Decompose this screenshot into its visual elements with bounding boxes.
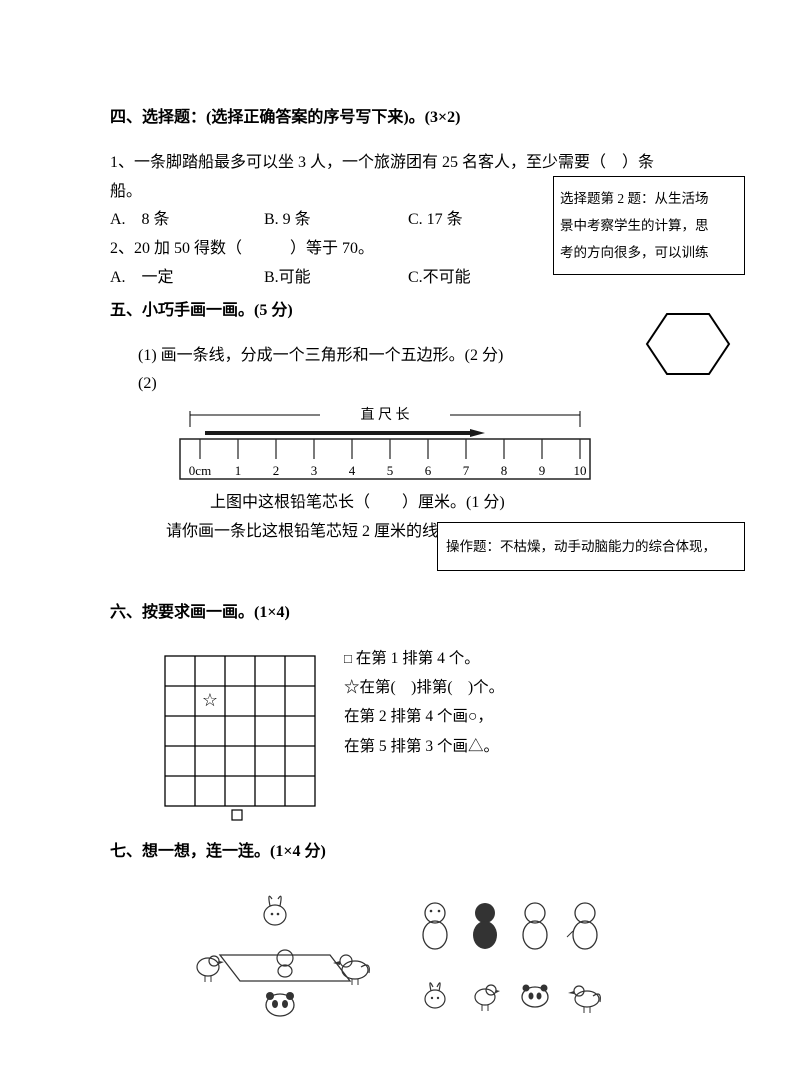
s5-item2: (2): [138, 370, 683, 399]
svg-text:5: 5: [387, 463, 394, 478]
ruler-wrap: 直 尺 长: [170, 405, 600, 485]
note-box-section5: 操作题：不枯燥，动手动脑能力的综合体现，: [437, 522, 745, 571]
s5-item1: (1) 画一条线，分成一个三角形和一个五边形。(2 分): [138, 342, 683, 371]
svg-text:☆: ☆: [202, 690, 218, 710]
svg-text:0cm: 0cm: [189, 463, 211, 478]
svg-text:7: 7: [463, 463, 470, 478]
svg-text:1: 1: [235, 463, 242, 478]
svg-text:2: 2: [273, 463, 280, 478]
svg-text:4: 4: [349, 463, 356, 478]
note2-text: 操作题：不枯燥，动手动脑能力的综合体现，: [446, 539, 716, 554]
note-box-section4: 选择题第 2 题：从生活场 景中考察学生的计算，思 考的方向很多，可以训练: [553, 176, 745, 275]
hexagon-shape: [643, 310, 733, 389]
q2-opt-b: B.可能: [264, 264, 404, 293]
q1-opt-a: A. 8 条: [110, 206, 260, 235]
svg-text:3: 3: [311, 463, 318, 478]
s6-line2: ☆在第( )排第( )个。: [344, 673, 504, 702]
grid-svg: ☆: [160, 644, 330, 822]
q2-opt-c: C.不可能: [408, 264, 471, 293]
grid-wrap: ☆ □ 在第 1 排第 4 个。 ☆在第( )排第( )个。 在第 2 排第 4…: [110, 644, 683, 833]
s6-line4: 在第 5 排第 3 个画△。: [344, 732, 504, 761]
section7-title: 七、想一想，连一连。(1×4 分): [110, 838, 683, 867]
ruler-label: 直 尺 长: [361, 406, 410, 423]
grid-text: □ 在第 1 排第 4 个。 ☆在第( )排第( )个。 在第 2 排第 4 个…: [344, 644, 504, 762]
page: 四、选择题：(选择正确答案的序号写下来)。(3×2) 1、一条脚踏船最多可以坐 …: [0, 0, 793, 1074]
svg-text:10: 10: [574, 463, 587, 478]
q2-opt-a: A. 一定: [110, 264, 260, 293]
section4-title: 四、选择题：(选择正确答案的序号写下来)。(3×2): [110, 104, 683, 133]
svg-text:9: 9: [539, 463, 546, 478]
right-scene: [423, 903, 600, 1013]
grid-svg-wrap: ☆: [160, 644, 330, 833]
q1-opt-c: C. 17 条: [408, 206, 463, 235]
square-mark-icon: □: [344, 651, 352, 666]
svg-text:8: 8: [501, 463, 508, 478]
s6-line1: □ 在第 1 排第 4 个。: [344, 644, 504, 673]
note1-line1: 选择题第 2 题：从生活场: [560, 185, 738, 212]
s6-line1-text: 在第 1 排第 4 个。: [352, 650, 480, 667]
s5-line-after-ruler: 上图中这根铅笔芯长（ ）厘米。(1 分): [210, 489, 683, 518]
ruler-image: 直 尺 长: [170, 405, 600, 485]
note1-line2: 景中考察学生的计算，思: [560, 212, 738, 239]
s6-line3: 在第 2 排第 4 个画○，: [344, 702, 504, 731]
section7-figure: [180, 883, 650, 1034]
section6-title: 六、按要求画一画。(1×4): [110, 599, 683, 628]
svg-text:6: 6: [425, 463, 432, 478]
section5-title: 五、小巧手画一画。(5 分): [110, 297, 683, 326]
q1-opt-b: B. 9 条: [264, 206, 404, 235]
left-scene: [197, 896, 369, 1016]
hexagon-svg: [643, 310, 733, 378]
note1-line3: 考的方向很多，可以训练: [560, 239, 738, 266]
